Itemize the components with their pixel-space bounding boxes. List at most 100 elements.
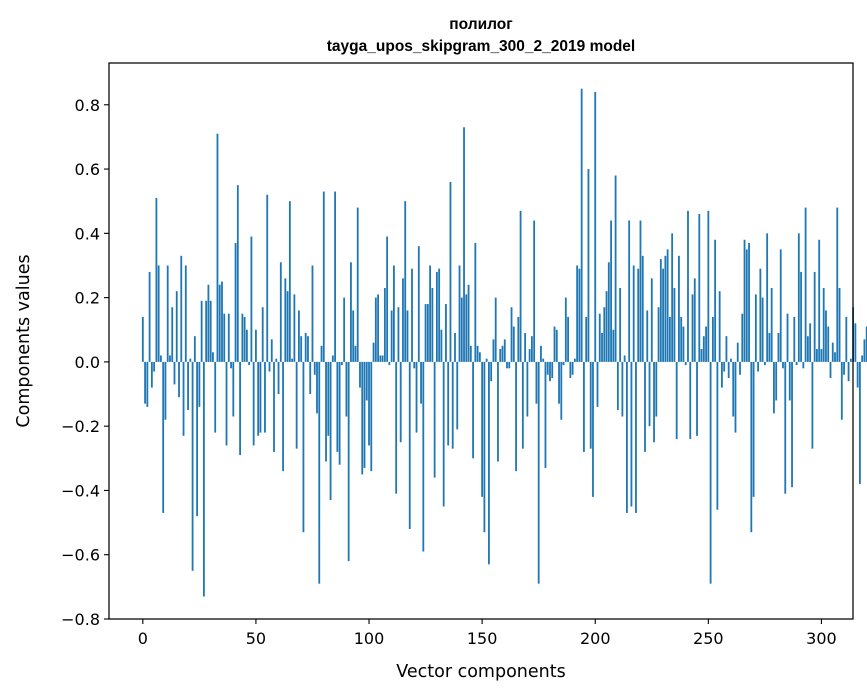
bar (528, 349, 531, 362)
bar (596, 361, 599, 407)
bar (675, 361, 678, 440)
bar (178, 361, 180, 398)
bar (668, 316, 671, 362)
bar (268, 361, 271, 372)
bar (601, 332, 603, 362)
bar (791, 361, 793, 488)
bar (533, 220, 536, 362)
bar (721, 361, 723, 388)
bar (173, 361, 176, 385)
bar (241, 313, 244, 362)
bar (395, 361, 398, 494)
bar (555, 329, 558, 362)
bar (714, 239, 717, 362)
bar (564, 297, 567, 362)
bar (562, 361, 565, 366)
bar (166, 265, 169, 362)
bar (322, 191, 325, 362)
x-tick-label: 250 (693, 629, 724, 648)
bar (155, 197, 158, 362)
bar (363, 361, 366, 468)
bar (809, 323, 812, 362)
bar (530, 336, 533, 362)
bar (521, 361, 524, 449)
bar (184, 265, 187, 362)
bar (304, 332, 307, 362)
bar (501, 345, 504, 362)
bar (831, 342, 834, 362)
bar (474, 242, 477, 362)
bar (257, 361, 260, 436)
bar (212, 352, 214, 362)
bar (734, 361, 737, 433)
bar (718, 291, 721, 362)
bar (388, 361, 391, 366)
bar (458, 265, 461, 362)
bar (684, 361, 687, 366)
bar (331, 355, 334, 362)
bar (788, 361, 791, 401)
y-tick-label: −0.8 (61, 610, 100, 629)
x-tick-label: 200 (580, 629, 611, 648)
bar (284, 278, 287, 362)
bar (202, 361, 205, 597)
bar (700, 349, 703, 362)
bar (291, 358, 294, 362)
bar (236, 185, 239, 362)
x-tick-label: 50 (246, 629, 266, 648)
bar (515, 361, 517, 472)
bar (245, 329, 248, 362)
bar (420, 361, 422, 404)
y-tick-label: 0.0 (75, 353, 100, 372)
bar (266, 194, 269, 362)
bar (585, 316, 588, 362)
bar (775, 361, 778, 401)
bar (619, 287, 622, 362)
y-tick-label: −0.2 (61, 417, 100, 436)
bar (483, 361, 486, 533)
bar (639, 220, 642, 362)
bar (460, 297, 463, 362)
bar (691, 294, 694, 362)
bar (442, 361, 445, 507)
bar (623, 355, 626, 362)
y-tick-label: 0.8 (75, 96, 100, 115)
bar (343, 297, 346, 362)
bar (779, 249, 782, 362)
bar (736, 342, 739, 362)
bar (766, 233, 769, 362)
bar (413, 361, 416, 369)
bar (506, 361, 508, 369)
y-tick-label: 0.6 (75, 160, 100, 179)
bar (614, 175, 617, 362)
bar (350, 262, 352, 362)
bar (164, 361, 167, 420)
bar (580, 88, 583, 362)
bar (180, 255, 183, 362)
bar (512, 326, 515, 362)
bar (544, 361, 547, 468)
bar (653, 361, 655, 443)
bar (239, 361, 241, 456)
bar (757, 361, 760, 372)
bar (415, 361, 418, 433)
bar (632, 265, 635, 362)
bar (594, 91, 597, 362)
bar (598, 313, 601, 362)
bar (218, 284, 221, 362)
bar (782, 361, 784, 369)
bar (571, 361, 574, 375)
bar (273, 361, 275, 452)
bar (655, 361, 658, 417)
bar (820, 349, 823, 362)
bar (463, 127, 465, 362)
bar (537, 361, 540, 584)
bar (784, 361, 787, 494)
bar (277, 361, 280, 395)
bar (702, 336, 705, 362)
bar (648, 361, 651, 427)
bar (863, 339, 866, 362)
bar (709, 361, 712, 584)
bar (431, 287, 434, 362)
bar (381, 355, 384, 362)
